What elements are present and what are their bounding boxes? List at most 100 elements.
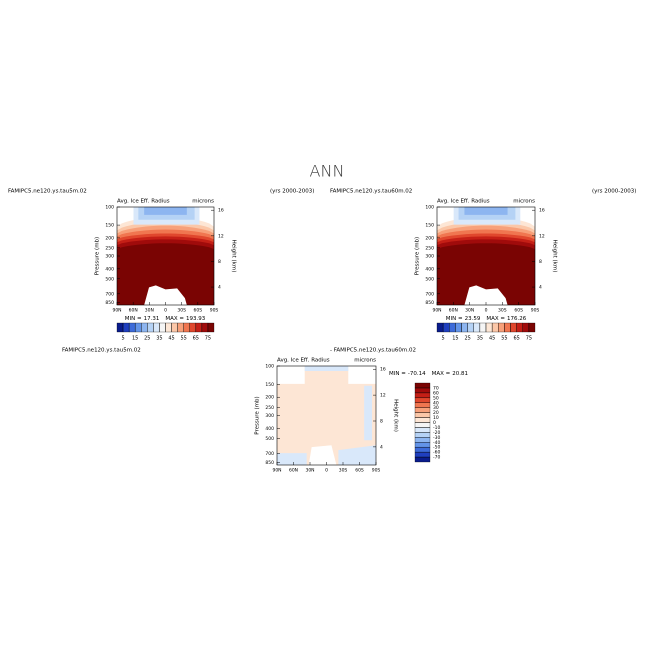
colorbar-box (479, 322, 487, 333)
colorbar-box (414, 451, 431, 458)
min-max-part: 20.81 (452, 371, 468, 377)
units: microns (354, 358, 376, 364)
colorbar-label: 20 (433, 410, 439, 416)
colorbar-label: 0 (433, 420, 436, 426)
x-tick-label: 30S (177, 308, 186, 314)
colorbar-label: 45 (489, 336, 495, 342)
colorbar-label: 35 (156, 336, 162, 342)
y-tick-label: 700 (265, 451, 274, 457)
colorbar-box (473, 322, 481, 333)
y-tick-label: 500 (425, 276, 434, 282)
colorbar-label: -20 (433, 430, 440, 436)
contour-band (117, 243, 214, 305)
min-max: MIN = 23.59 MAX = 176.26 (446, 316, 527, 322)
y-tick-label: 850 (105, 300, 114, 306)
colorbar-box (522, 322, 530, 333)
y-tick-label: 850 (265, 460, 274, 466)
x-tick-label: 60N (449, 308, 458, 314)
colorbar-label: -30 (433, 435, 440, 441)
colorbar-label: 15 (132, 336, 138, 342)
contour-band (437, 243, 535, 305)
y-tick-label: 150 (265, 382, 274, 388)
colorbar-box (153, 322, 160, 333)
center-string: - FAMIPC5.ne120.ys.tau60m.02 (330, 348, 416, 354)
colorbar-label: 65 (193, 336, 199, 342)
contour-band (144, 285, 187, 305)
colorbar-box (128, 322, 136, 333)
x-tick-label: 60S (514, 308, 523, 314)
contour-band (277, 453, 307, 465)
colorbar-label: 30 (433, 405, 439, 411)
colorbar-box (183, 322, 190, 333)
y-tick-label: 100 (105, 205, 114, 211)
y-tick-label: 300 (265, 413, 274, 419)
colorbar-label: 5 (442, 336, 445, 342)
y-tick-label: 250 (265, 405, 274, 411)
contour-band (144, 207, 187, 215)
min-max-part: MIN = (446, 316, 463, 322)
x-tick-label: 90N (272, 468, 281, 474)
contour-field (437, 207, 535, 305)
contour-band (338, 445, 376, 465)
x-tick-label: 0 (485, 308, 488, 314)
colorbar-box (414, 427, 431, 433)
colorbar-label: -10 (433, 425, 440, 431)
left-string: FAMIPC5.ne120.ys.tau5m.02 (62, 348, 141, 354)
colorbar-label: 55 (181, 336, 187, 342)
colorbar-box (455, 322, 462, 333)
units: microns (513, 199, 535, 205)
colorbar-label: 55 (501, 336, 507, 342)
colorbar-box (171, 322, 178, 333)
y-tick-label: 200 (265, 395, 274, 401)
colorbar-box (414, 412, 431, 418)
min-max-part: MAX = (432, 371, 451, 377)
y2-tick-label: 12 (218, 233, 224, 239)
colorbar-label: 10 (433, 415, 439, 421)
contour-band (364, 385, 373, 441)
y-tick-label: 150 (105, 223, 114, 229)
colorbar-label: -40 (433, 440, 440, 446)
x-tick-label: 90S (210, 308, 219, 314)
min-max-part: MAX = (165, 316, 184, 322)
left-string: FAMIPC5.ne120.ys.tau60m.02 (330, 189, 412, 195)
colorbar-label: 25 (464, 336, 470, 342)
colorbar-box (414, 417, 431, 423)
colorbar-label: 60 (433, 390, 439, 396)
y-tick-label: 300 (105, 254, 114, 260)
y-tick-label: 400 (105, 266, 114, 272)
min-max-part: 176.26 (507, 316, 527, 322)
contour-band (464, 285, 508, 305)
plot-title: Avg. Ice Eff. Radius (277, 358, 330, 364)
y2-tick-label: 12 (380, 393, 386, 399)
min-max-part: MAX = (486, 316, 505, 322)
y2-tick-label: 4 (218, 285, 221, 291)
contour-band (277, 366, 376, 465)
y2-tick-label: 8 (539, 259, 542, 265)
x-tick-label: 90S (531, 308, 540, 314)
y2-tick-label: 16 (539, 208, 545, 214)
colorbar-box (414, 422, 431, 428)
colorbar-box (141, 322, 148, 333)
colorbar-box (449, 322, 456, 333)
y2-axis-label: Height (km) (393, 399, 399, 432)
x-tick-label: 30N (465, 308, 474, 314)
colorbar-label: -70 (433, 455, 440, 461)
colorbar-box (116, 322, 124, 333)
colorbar-box (516, 322, 523, 333)
min-max: MIN = 17.31 MAX = 193.93 (125, 316, 206, 322)
min-max-part: MIN = (125, 316, 142, 322)
y-tick-label: 250 (425, 245, 434, 251)
units: microns (192, 199, 214, 205)
min-max-part: 193.93 (186, 316, 206, 322)
y-tick-label: 300 (425, 254, 434, 260)
x-tick-label: 30N (145, 308, 154, 314)
colorbar-box (177, 322, 184, 333)
x-tick-label: 90N (112, 308, 121, 314)
right-string: (yrs 2000-2003) (592, 189, 636, 195)
colorbar-box (147, 322, 154, 333)
colorbar-box (485, 322, 493, 333)
colorbar-label: 45 (168, 336, 174, 342)
contour-field (117, 207, 214, 305)
x-tick-label: 30S (339, 468, 348, 474)
y-axis-label: Pressure (mb) (415, 237, 421, 275)
